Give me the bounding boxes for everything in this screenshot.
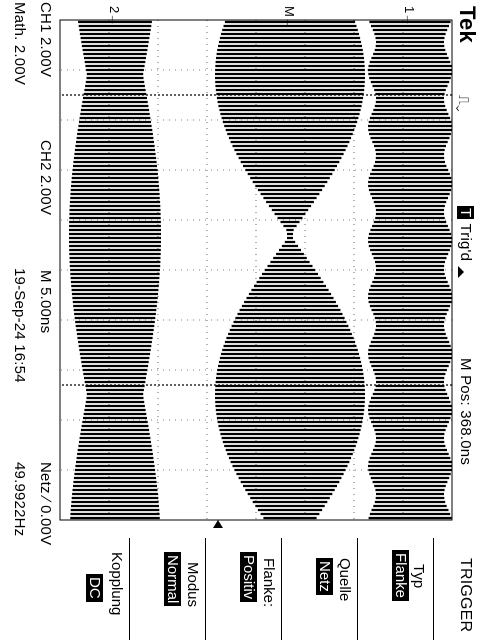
menu-value-modus: Normal (164, 552, 181, 607)
math-trace (215, 20, 365, 520)
menu-value-quelle: Netz (316, 558, 333, 595)
trigger-level-icon (213, 520, 223, 528)
menu-item-quelle[interactable]: Quelle Netz (316, 538, 358, 640)
menu-label-modus: Modus (184, 562, 201, 608)
timebase-readout: M 5.00ns (37, 270, 54, 334)
menu-label-quelle: Quelle (336, 558, 353, 602)
menu-item-kopplung[interactable]: Kopplung DC (39, 538, 130, 640)
menu-item-typ[interactable]: Typ Flanke (392, 538, 434, 640)
ch1-scale: CH1 2.00V (37, 2, 54, 78)
menu-label-typ: Typ (410, 564, 427, 589)
menu-value-typ: Flanke (392, 550, 409, 602)
menu-item-modus[interactable]: Modus Normal (164, 538, 206, 640)
trigger-position-icon (458, 266, 464, 278)
frequency-readout: 49.9922Hz (11, 462, 28, 537)
menu-item-flanke[interactable]: Flanke: Positiv (240, 538, 282, 640)
ch1-trace (368, 20, 452, 520)
menu-value-kopplung: DC (86, 574, 103, 602)
menu-title: TRIGGER (457, 558, 474, 633)
trigger-readout: Netz ∕ 0.00V (37, 462, 54, 546)
math-marker: M→ (282, 6, 297, 30)
menu-label-kopplung: Kopplung (108, 552, 125, 616)
ch1-marker: 1→ (402, 6, 417, 26)
menu-value-flanke: Positiv (240, 552, 257, 603)
menu-label-flanke: Flanke: (260, 558, 277, 608)
ch2-scale: CH2 2.00V (37, 140, 54, 216)
date-time: 19-Sep-24 16:54 (11, 268, 28, 383)
math-scale: Math. 2.00V (11, 2, 28, 86)
ch2-trace (69, 20, 161, 520)
ch2-marker: 2→ (107, 6, 122, 26)
